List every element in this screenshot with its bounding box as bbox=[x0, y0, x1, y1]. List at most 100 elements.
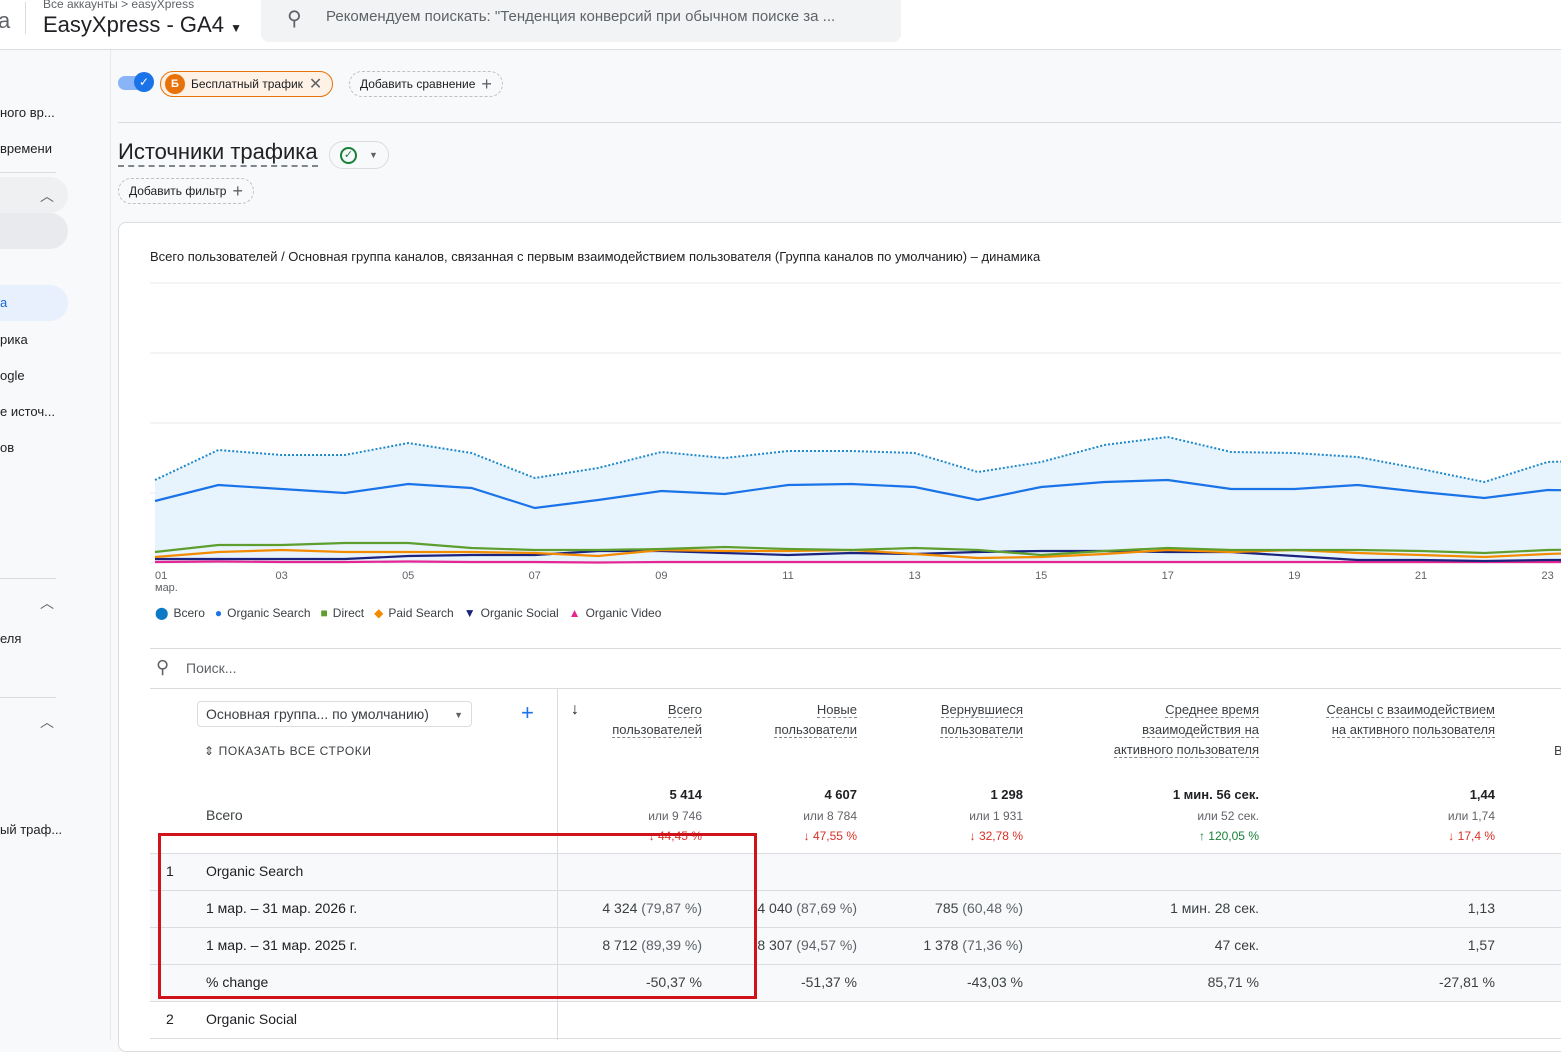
cell-value: 4 040 bbox=[757, 900, 793, 916]
legend-label: Organic Social bbox=[480, 606, 559, 620]
table-cell: 785 (60,48 %) bbox=[793, 900, 1023, 916]
cell-share: (94,57 %) bbox=[796, 937, 857, 953]
chevron-up-icon[interactable]: ︿ bbox=[40, 714, 54, 730]
row-label: 1 мар. – 31 мар. 2026 г. bbox=[206, 900, 358, 916]
table-row[interactable] bbox=[150, 890, 1561, 927]
column-header[interactable]: Среднее время взаимодействия на активного … bbox=[999, 700, 1259, 760]
divider bbox=[150, 648, 1561, 649]
legend-item[interactable]: ⬤ Всего bbox=[155, 606, 205, 620]
table-row[interactable] bbox=[150, 927, 1561, 964]
sidebar-item[interactable]: ов bbox=[0, 440, 15, 455]
sidebar-item[interactable]: рика bbox=[0, 332, 28, 347]
series-line bbox=[154, 435, 1561, 484]
legend-item[interactable]: ◆ Paid Search bbox=[374, 606, 454, 620]
legend-marker-icon: ▲ bbox=[568, 606, 581, 620]
sidebar-item[interactable]: ного вр... bbox=[0, 105, 55, 120]
column-header[interactable]: Новые пользователи bbox=[597, 700, 857, 740]
sidebar-section[interactable]: ︿ bbox=[0, 177, 68, 213]
change-value: 32,78 % bbox=[978, 829, 1023, 843]
sidebar-item-active[interactable]: а bbox=[0, 285, 68, 321]
divider bbox=[0, 697, 56, 698]
legend-item[interactable]: ■ Direct bbox=[321, 606, 365, 620]
table-cell: 1 378 (71,36 %) bbox=[793, 937, 1023, 953]
column-total: 4 607 bbox=[824, 787, 857, 802]
legend-label: Paid Search bbox=[388, 606, 454, 620]
table-row[interactable] bbox=[150, 964, 1561, 1001]
add-filter-button[interactable]: Добавить фильтр + bbox=[118, 178, 254, 204]
table-cell: 8 712 (89,39 %) bbox=[472, 937, 702, 953]
legend-item[interactable]: ▲ Organic Video bbox=[569, 606, 662, 620]
column-prev-total: или 9 746 bbox=[648, 809, 702, 823]
table-search-input[interactable]: Поиск... bbox=[186, 660, 237, 676]
change-value: 47,55 % bbox=[812, 829, 857, 843]
arrow-down-icon: ↓ bbox=[648, 829, 658, 843]
column-total: 1,44 bbox=[1469, 787, 1495, 802]
table-cell: 1,13 bbox=[1265, 900, 1495, 916]
cell-value: 85,71 % bbox=[1207, 974, 1259, 990]
add-comparison-label: Добавить сравнение bbox=[360, 77, 476, 91]
x-tick-label: 15 bbox=[1035, 570, 1047, 582]
cell-share: (71,36 %) bbox=[962, 937, 1023, 953]
total-label: Всего bbox=[206, 807, 243, 823]
table-cell: 47 сек. bbox=[1029, 937, 1259, 953]
column-prev-total: или 52 сек. bbox=[1197, 809, 1259, 823]
segment-chip[interactable]: Б Бесплатный трафик ✕ bbox=[160, 71, 334, 97]
sort-desc-icon[interactable]: ↓ bbox=[571, 701, 579, 718]
column-header[interactable]: Вернувшиеся пользователи bbox=[763, 700, 1023, 740]
search-input[interactable]: Рекомендуем поискать: "Тенденция конверс… bbox=[326, 8, 836, 25]
show-all-label: ПОКАЗАТЬ ВСЕ СТРОКИ bbox=[218, 744, 372, 758]
column-header-text: Новые bbox=[816, 702, 857, 718]
cell-share: (79,87 %) bbox=[641, 900, 702, 916]
column-change: ↓ 47,55 % bbox=[597, 829, 857, 843]
cell-value: -43,03 % bbox=[966, 974, 1023, 990]
legend-item[interactable]: ▼ Organic Social bbox=[464, 606, 559, 620]
legend-label: Direct bbox=[332, 606, 365, 620]
cell-share: (89,39 %) bbox=[641, 937, 702, 953]
arrow-up-icon: ↑ bbox=[1198, 829, 1209, 843]
sidebar-item[interactable]: е источ... bbox=[0, 404, 55, 419]
arrow-down-icon: ↓ bbox=[969, 829, 979, 843]
legend-item[interactable]: ● Organic Search bbox=[215, 606, 311, 620]
column-header[interactable]: Всего пользователей bbox=[442, 700, 702, 740]
sidebar-section[interactable] bbox=[0, 213, 68, 249]
x-tick-label: 17 bbox=[1162, 570, 1174, 582]
sidebar-item[interactable]: ый траф... bbox=[0, 822, 63, 837]
sidebar-item[interactable]: ogle bbox=[0, 368, 25, 383]
area-0 bbox=[155, 437, 1561, 563]
column-header-cut: В bbox=[1554, 743, 1561, 758]
sidebar-item[interactable]: времени bbox=[0, 141, 52, 156]
table-row[interactable] bbox=[150, 1001, 1561, 1038]
dimension-dropdown[interactable]: Основная группа... по умолчанию) ▼ bbox=[197, 701, 472, 727]
comparison-toggle[interactable]: ✓ bbox=[118, 72, 154, 92]
table-row[interactable] bbox=[150, 853, 1561, 890]
show-all-rows-button[interactable]: ⇕ ПОКАЗАТЬ ВСЕ СТРОКИ bbox=[204, 744, 372, 758]
table-cell: 4 324 (79,87 %) bbox=[472, 900, 702, 916]
x-tick-label: 13 bbox=[908, 570, 920, 582]
table-cell: -50,37 % bbox=[472, 974, 702, 990]
cell-value: 1 мин. 28 сек. bbox=[1170, 900, 1259, 916]
series-line bbox=[154, 548, 1561, 560]
legend-label: Organic Video bbox=[585, 606, 662, 620]
table-cell: 1,57 bbox=[1265, 937, 1495, 953]
sidebar-item[interactable]: еля bbox=[0, 631, 22, 646]
add-comparison-button[interactable]: Добавить сравнение + bbox=[349, 71, 503, 97]
x-tick-label: 07 bbox=[529, 570, 541, 582]
breadcrumb[interactable]: Все аккаунты > easyXpress bbox=[43, 0, 195, 11]
divider bbox=[0, 172, 56, 173]
cell-value: 1,57 bbox=[1467, 937, 1495, 953]
column-change: ↓ 32,78 % bbox=[763, 829, 1023, 843]
search-bar[interactable]: ⚲ Рекомендуем поискать: "Тенденция конве… bbox=[261, 0, 901, 42]
column-header[interactable]: Сеансы с взаимодействием на активного пол… bbox=[1235, 700, 1495, 740]
row-index: 2 bbox=[166, 1011, 174, 1027]
divider bbox=[0, 578, 56, 579]
chart-title: Всего пользователей / Основная группа ка… bbox=[150, 249, 1041, 264]
property-selector[interactable]: EasyXpress - GA4 ▼ bbox=[43, 12, 242, 38]
caret-down-icon: ▼ bbox=[230, 21, 242, 35]
column-change: ↓ 44,45 % bbox=[442, 829, 702, 843]
close-icon[interactable]: ✕ bbox=[308, 76, 323, 93]
cell-value: 4 324 bbox=[602, 900, 638, 916]
chevron-up-icon[interactable]: ︿ bbox=[40, 595, 54, 611]
segment-badge: Б bbox=[165, 74, 185, 94]
report-status-dropdown[interactable]: ✓ ▼ bbox=[329, 141, 389, 169]
add-dimension-button[interactable]: + bbox=[521, 700, 534, 725]
